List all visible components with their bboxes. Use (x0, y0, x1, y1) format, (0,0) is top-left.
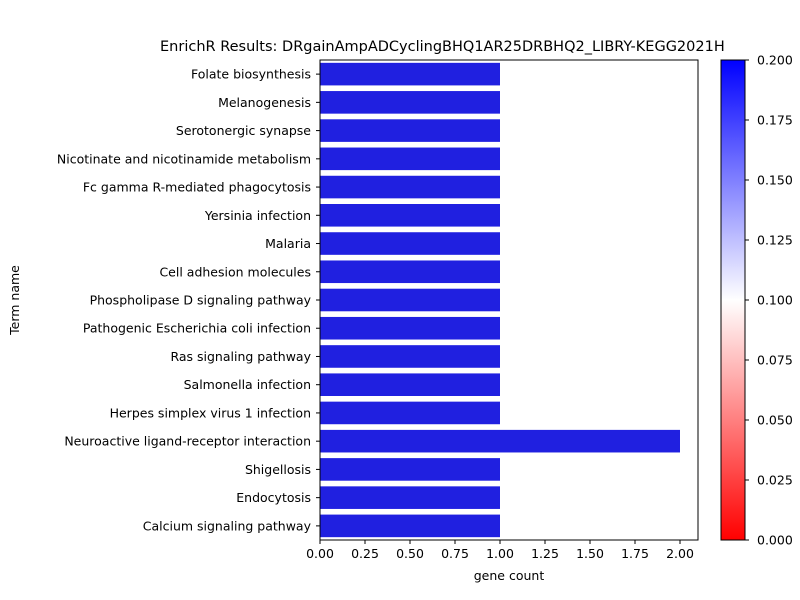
y-tick-label: Pathogenic Escherichia coli infection (83, 321, 311, 336)
x-axis-ticks: 0.00 0.25 0.50 0.75 1.00 1.25 1.50 1.75 2.00 (306, 540, 694, 561)
x-tick-label: 1.25 (531, 546, 559, 561)
y-tick-label: Ras signaling pathway (170, 349, 311, 364)
y-tick-label: Phospholipase D signaling pathway (90, 293, 312, 308)
y-tick-label: Fc gamma R-mediated phagocytosis (83, 180, 311, 195)
bar (320, 345, 500, 368)
bar (320, 91, 500, 114)
y-tick-label: Serotonergic synapse (176, 123, 311, 138)
x-tick-label: 1.00 (486, 546, 514, 561)
x-tick-label: 0.00 (306, 546, 334, 561)
colorbar-tick-label: 0.025 (757, 473, 793, 488)
bar (320, 373, 500, 396)
colorbar-tick-label: 0.050 (757, 413, 793, 428)
bar (320, 458, 500, 481)
bar (320, 401, 500, 425)
bar (320, 147, 500, 171)
x-tick-label: 0.75 (441, 546, 469, 561)
colorbar-tick-label: 0.100 (757, 293, 793, 308)
colorbar-ticks: 0.000 0.025 0.050 0.075 0.100 0.125 0.150 0.175… (745, 53, 793, 548)
x-tick-label: 0.25 (351, 546, 379, 561)
y-tick-label: Melanogenesis (218, 95, 311, 110)
colorbar-tick-label: 0.075 (757, 353, 793, 368)
y-tick-label: Malaria (265, 236, 311, 251)
colorbar-tick-label: 0.150 (757, 173, 793, 188)
y-tick-label: Shigellosis (245, 462, 311, 477)
x-axis-title: gene count (474, 568, 545, 583)
x-tick-label: 1.75 (621, 546, 649, 561)
y-tick-label: Yersinia infection (204, 208, 311, 223)
chart-title: EnrichR Results: DRgainAmpADCyclingBHQ1A… (160, 39, 725, 55)
y-tick-label: Herpes simplex virus 1 infection (110, 405, 311, 420)
y-tick-label: Salmonella infection (184, 377, 311, 392)
y-tick-label: Nicotinate and nicotinamide metabolism (57, 151, 311, 166)
bar (320, 260, 500, 284)
bar (320, 204, 500, 227)
bar (320, 232, 500, 255)
bar (320, 514, 500, 538)
bar (320, 486, 500, 509)
bar (320, 62, 500, 86)
colorbar-tick-label: 0.175 (757, 113, 793, 128)
colorbar-tick-label: 0.200 (757, 53, 793, 68)
bars-group (320, 62, 680, 538)
y-tick-label: Folate biosynthesis (191, 67, 311, 82)
y-tick-label: Cell adhesion molecules (159, 264, 311, 279)
colorbar-tick-label: 0.125 (757, 233, 793, 248)
y-axis-ticks: Folate biosynthesis Melanogenesis Serotone… (57, 67, 320, 533)
y-tick-label: Neuroactive ligand-receptor interaction (64, 434, 311, 449)
bar (320, 429, 680, 453)
bar (320, 316, 500, 340)
plot-frame (319, 59, 699, 541)
colorbar-tick-label: 0.000 (757, 533, 793, 548)
bar (320, 175, 500, 199)
y-tick-label: Endocytosis (236, 490, 311, 505)
colorbar (720, 59, 746, 541)
y-axis-title: Term name (7, 265, 22, 336)
bar (320, 119, 500, 142)
x-tick-label: 0.50 (396, 546, 424, 561)
x-tick-label: 1.50 (576, 546, 604, 561)
bar (320, 288, 500, 312)
x-tick-label: 2.00 (666, 546, 694, 561)
y-tick-label: Calcium signaling pathway (143, 518, 312, 533)
